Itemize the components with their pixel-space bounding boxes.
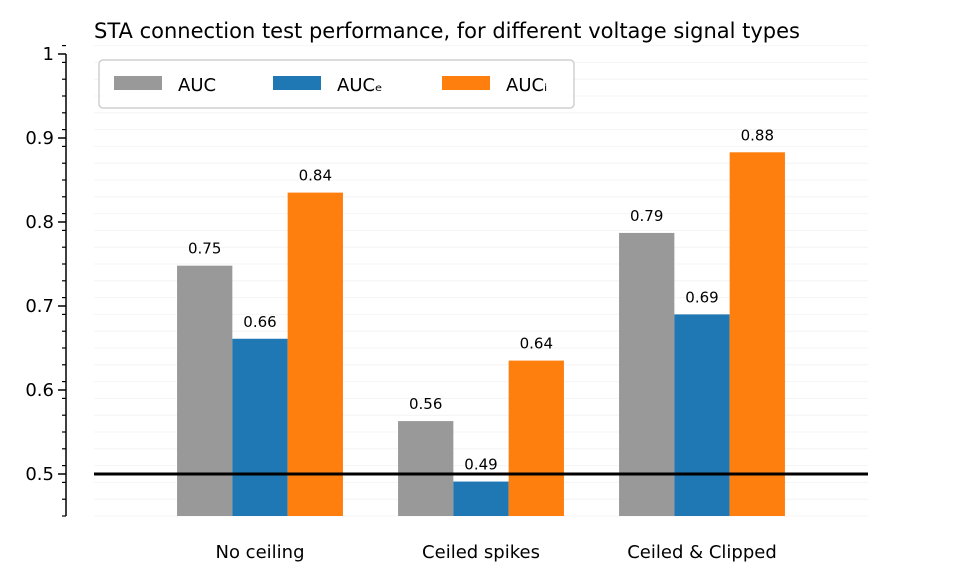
chart-title: STA connection test performance, for dif… [94,19,800,43]
bar [177,265,233,516]
data-label: 0.69 [685,288,718,306]
legend-label: AUC [178,75,216,96]
y-axis: 0.5 0.6 0.7 0.8 0.9 1 [25,44,67,517]
legend-label: AUCᵢ [506,75,547,96]
y-tick-label: 0.6 [25,380,54,401]
bars: 0.75 0.66 0.84 0.56 0.49 0.64 0.79 0.69 0.88 [177,126,785,517]
data-label: 0.66 [243,313,276,331]
data-label: 0.56 [409,395,442,413]
y-tick-label: 1 [43,44,54,65]
legend-label: AUCₑ [337,75,383,96]
x-tick-label: Ceiled & Clipped [627,542,777,563]
legend-box [98,59,575,109]
y-tick-label: 0.9 [25,128,54,149]
legend-swatch [114,76,162,90]
y-tick-label: 0.7 [25,296,54,317]
bar [619,232,675,517]
legend: AUC AUCₑ AUCᵢ [98,59,575,109]
data-label: 0.79 [630,207,663,225]
bar [729,152,785,516]
data-label: 0.84 [299,167,332,185]
legend-swatch [273,76,321,90]
legend-swatch [442,76,490,90]
data-label: 0.88 [741,126,774,144]
category-labels: No ceiling Ceiled spikes Ceiled & Clipped [215,542,776,563]
bar [232,338,288,516]
data-label: 0.75 [188,240,221,258]
x-tick-label: No ceiling [215,542,304,563]
bar [453,481,509,516]
data-label: 0.64 [520,335,553,353]
y-tick-label: 0.5 [25,464,54,485]
bar [287,192,343,516]
bar [398,421,454,516]
x-tick-label: Ceiled spikes [422,542,540,563]
data-label: 0.49 [464,456,497,474]
y-tick-label: 0.8 [25,212,54,233]
bar [674,314,730,516]
bar [508,360,564,516]
